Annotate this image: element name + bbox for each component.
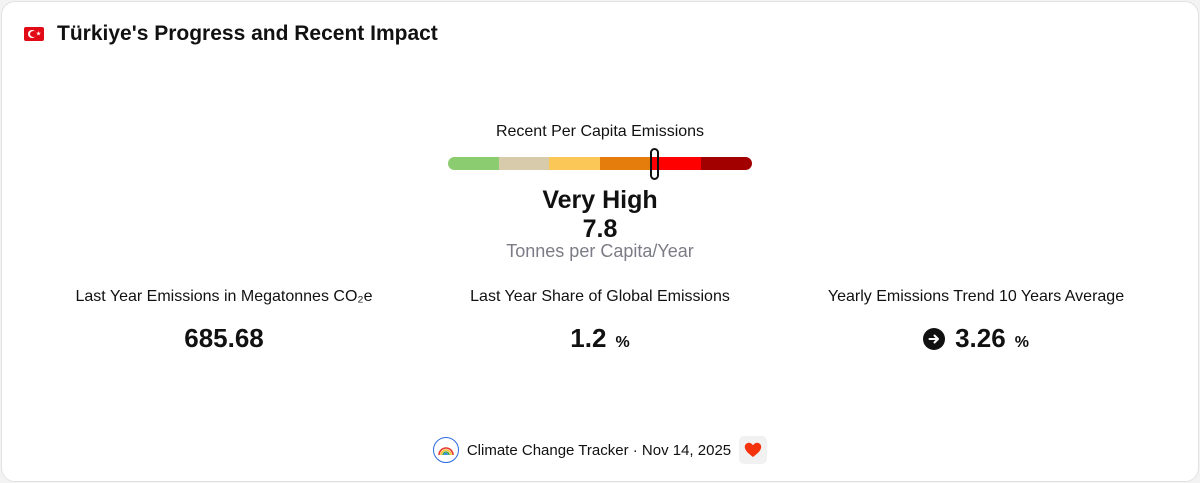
stat-last-year-emissions: Last Year Emissions in Megatonnes CO₂e 6…: [24, 288, 424, 354]
card-title: Türkiye's Progress and Recent Impact: [57, 22, 438, 45]
stat-suffix: %: [615, 334, 630, 351]
stat-label: Last Year Emissions in Megatonnes CO₂e: [75, 288, 373, 305]
rainbow-logo-icon[interactable]: [432, 437, 459, 463]
emissions-gauge-bar: [448, 157, 752, 170]
gauge-segment-2: [498, 157, 550, 170]
stat-value: 685.68: [184, 323, 264, 353]
footer-source-text[interactable]: Climate Change Tracker · Nov 14, 2025: [466, 441, 732, 459]
emissions-level: Very High: [542, 186, 658, 214]
emissions-per-capita-value: 7.8: [582, 215, 618, 243]
stat-yearly-trend: Yearly Emissions Trend 10 Years Average …: [776, 288, 1176, 354]
card-footer: Climate Change Tracker · Nov 14, 2025: [0, 436, 1200, 464]
stat-value: 3.26: [955, 323, 1006, 353]
stat-global-share: Last Year Share of Global Emissions 1.2 …: [400, 288, 800, 354]
stat-value: 1.2: [570, 323, 607, 353]
gauge-segment-6: [701, 157, 752, 170]
gauge-segment-1: [448, 157, 499, 170]
stat-suffix: %: [1014, 334, 1029, 351]
heart-icon: [744, 442, 762, 457]
turkey-flag-icon: [24, 27, 44, 41]
gauge-label: Recent Per Capita Emissions: [495, 123, 705, 140]
stat-label: Last Year Share of Global Emissions: [470, 288, 730, 305]
emissions-unit: Tonnes per Capita/Year: [506, 241, 694, 261]
gauge-segment-4: [600, 157, 651, 170]
gauge-segment-5: [650, 157, 702, 170]
stat-label: Yearly Emissions Trend 10 Years Average: [827, 288, 1125, 305]
arrow-right-icon: [923, 327, 946, 350]
heart-button[interactable]: [739, 436, 768, 464]
card-header: Türkiye's Progress and Recent Impact: [24, 22, 438, 46]
gauge-segment-3: [549, 157, 601, 170]
gauge-marker: [650, 148, 660, 180]
